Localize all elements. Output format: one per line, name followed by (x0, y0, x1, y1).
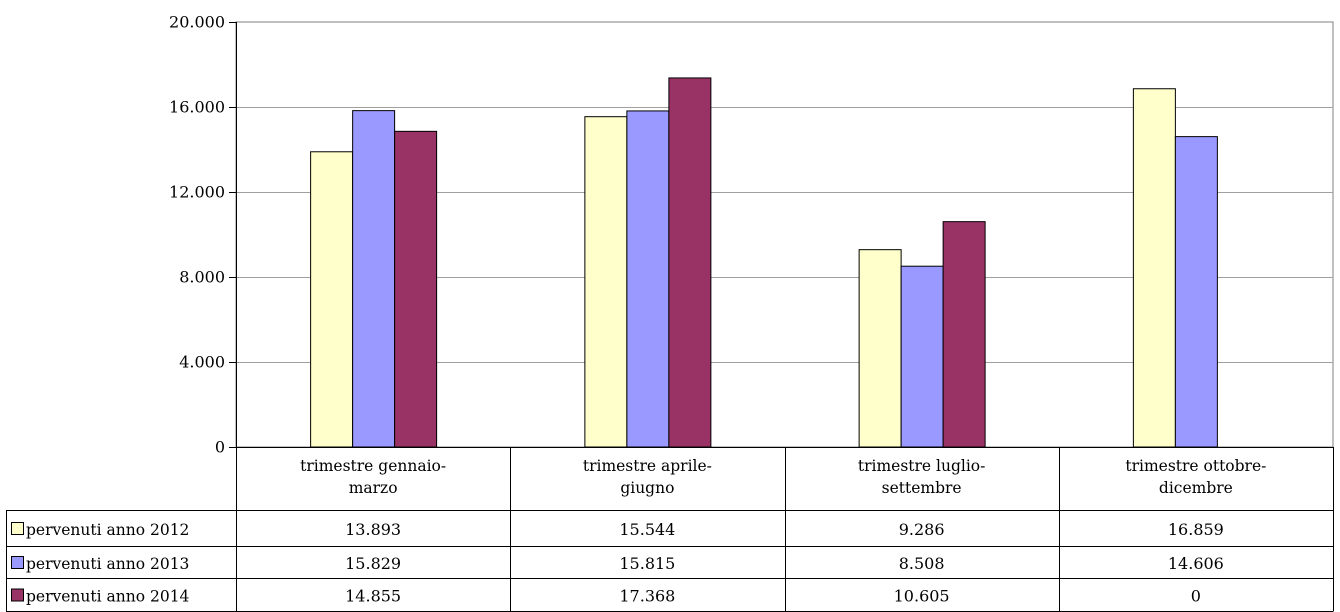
bar (310, 151, 354, 448)
category-label: giugno (620, 479, 674, 497)
data-label: 15.544 (619, 520, 675, 539)
bar (858, 249, 902, 448)
data-label: 17.368 (619, 587, 675, 606)
legend-label: pervenuti anno 2012 (26, 521, 189, 539)
data-table: trimestre gennaio-marzo trimestre aprile-… (6, 447, 1334, 612)
data-label: 8.508 (899, 554, 945, 573)
legend-label: pervenuti anno 2013 (26, 555, 189, 573)
y-tick-label: 0 (215, 438, 225, 457)
legend-label: pervenuti anno 2014 (26, 588, 190, 606)
axes: 0 4.000 8.000 12.000 16.000 20.000 (169, 13, 237, 457)
data-label: 0 (1191, 587, 1201, 606)
y-tick-label: 20.000 (169, 13, 225, 32)
category-label: trimestre aprile- (583, 457, 712, 475)
y-tick-label: 8.000 (179, 268, 225, 287)
bars (310, 77, 1218, 448)
category-label: trimestre ottobre- (1125, 457, 1266, 475)
category-label: marzo (349, 479, 398, 497)
bar (668, 77, 712, 448)
category-label: trimestre luglio- (858, 457, 986, 475)
bar (942, 221, 986, 448)
bar (352, 110, 396, 448)
data-label: 14.606 (1168, 554, 1224, 573)
data-label: 16.859 (1168, 520, 1224, 539)
bar (1174, 136, 1218, 448)
bar (394, 130, 438, 448)
data-label: 14.855 (345, 587, 401, 606)
y-tick-label: 16.000 (169, 98, 225, 117)
data-label: 9.286 (899, 520, 945, 539)
legend-key (11, 556, 24, 569)
category-label: settembre (882, 479, 962, 497)
legend-key (11, 588, 24, 602)
legend-key (11, 522, 24, 535)
bar (626, 110, 670, 448)
bar (584, 116, 628, 448)
data-label: 13.893 (345, 520, 401, 539)
data-label: 10.605 (894, 587, 950, 606)
bar (1132, 88, 1176, 448)
y-tick-label: 4.000 (179, 353, 225, 372)
data-label: 15.815 (619, 554, 675, 573)
category-label: dicembre (1159, 479, 1233, 497)
category-label: trimestre gennaio- (300, 457, 446, 475)
bar (900, 265, 944, 448)
data-label: 15.829 (345, 554, 401, 573)
y-tick-label: 12.000 (169, 183, 225, 202)
